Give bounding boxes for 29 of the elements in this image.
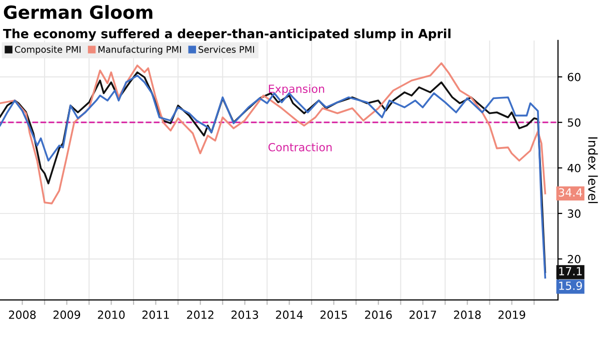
x-tick-label: 2009 [53,310,80,319]
x-tick-label: 2018 [454,310,481,319]
y-axis-title: Index level [588,137,598,204]
line-series [0,62,546,204]
x-tick-label: 2017 [410,310,436,319]
x-tick-label: 2012 [187,310,214,319]
y-tick-label: 20 [568,254,580,264]
y-tick-label: 60 [568,72,580,82]
data-label: 34.4 [558,188,582,197]
chart-title: German Gloom [4,5,152,20]
data-label: 15.9 [559,282,582,290]
x-tick-label: 2014 [276,310,303,319]
x-tick-label: 2015 [320,310,347,319]
x-tick-label: 2013 [231,310,258,319]
legend-label: Composite PMI [14,46,81,55]
y-tick-label: 40 [568,164,580,172]
x-tick-label: 2016 [365,310,392,319]
chart-subtitle: The economy suffered a deeper-than-anticipated slump in April [3,28,450,41]
data-label: 17.1 [559,267,582,276]
y-tick-label: 50 [568,118,580,127]
y-tick-label: 30 [568,209,580,218]
x-tick-label: 2010 [98,310,125,319]
legend-label: Manufacturing PMI [98,46,181,55]
annotation: Expansion [268,84,324,96]
annotation: Contraction [268,142,332,152]
x-tick-label: 2011 [142,310,169,319]
legend-label: Services PMI [198,46,254,53]
x-tick-label: 2008 [8,310,36,319]
x-tick-label: 2019 [498,310,526,319]
